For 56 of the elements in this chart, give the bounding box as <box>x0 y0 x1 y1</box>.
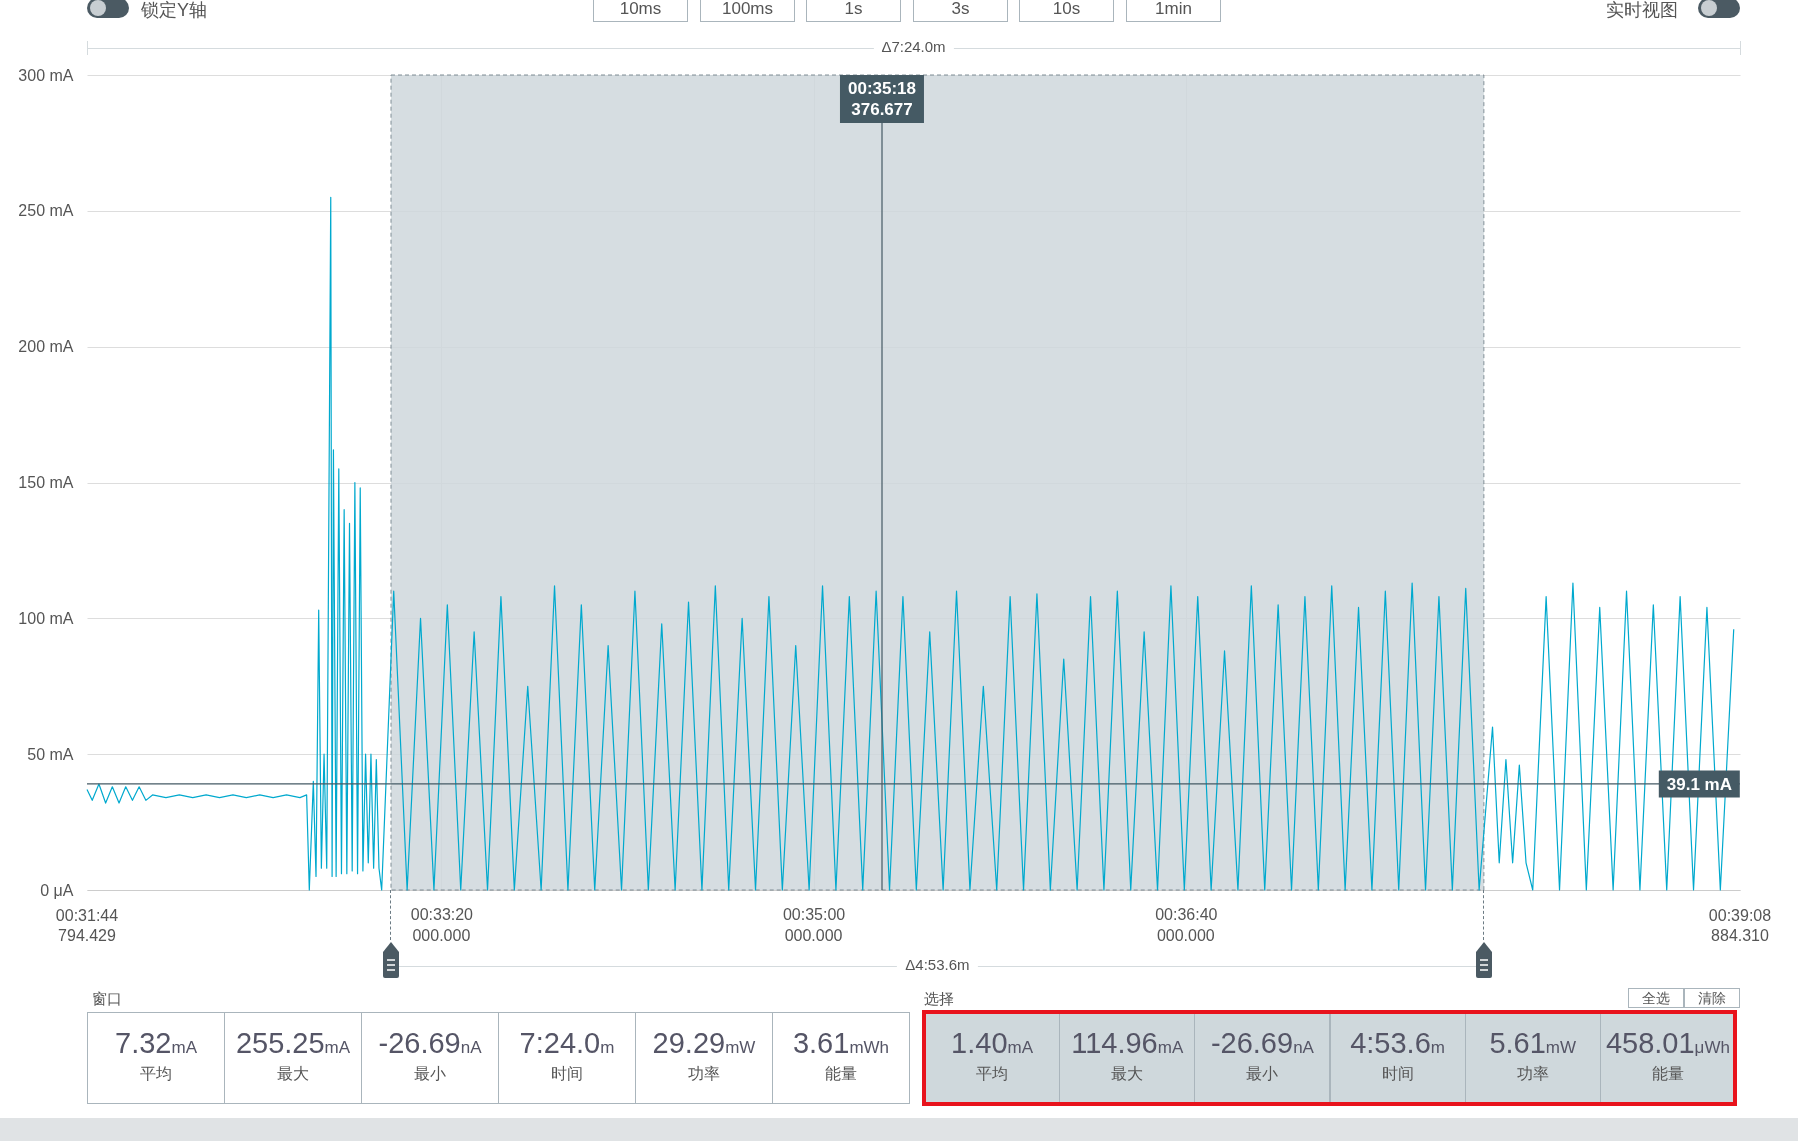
text: 114.96mA <box>1070 1027 1185 1060</box>
text: 00:39:08 884.310 <box>1708 906 1772 946</box>
x-tick-label: 00:33:20 <box>410 905 474 923</box>
text: 1min <box>1126 0 1221 22</box>
text: 选择 <box>924 990 954 1009</box>
text: 时间 <box>1380 1064 1415 1084</box>
text: 1s <box>806 0 901 22</box>
text: 5.61mW <box>1488 1027 1578 1060</box>
text: Δ4:53.6m <box>897 956 978 973</box>
text: 10s <box>1019 0 1114 22</box>
text: 458.01μWh <box>1604 1027 1731 1060</box>
text: 最大 <box>1110 1064 1145 1084</box>
text: 1.40mA <box>950 1027 1035 1060</box>
y-tick-label: 150 mA <box>18 474 74 491</box>
text: 时间 <box>550 1064 584 1084</box>
text: 功率 <box>687 1064 721 1084</box>
text: 4:53.6m <box>1349 1027 1446 1060</box>
y-tick-label: 250 mA <box>18 202 74 220</box>
y-tick-label: 0 μA <box>40 881 74 899</box>
text: 实时视图 <box>1606 0 1678 22</box>
y-tick-label: 50 mA <box>27 745 74 763</box>
text: 10ms <box>593 0 688 22</box>
text: 能量 <box>824 1064 858 1084</box>
text: 平均 <box>139 1064 173 1084</box>
y-tick-label: 300 mA <box>18 66 74 84</box>
y-tick-label: 200 mA <box>18 338 74 356</box>
text: 最大 <box>276 1064 310 1084</box>
text: 255.25mA <box>234 1027 352 1060</box>
text: Δ7:24.0m <box>873 38 954 55</box>
text: 7:24.0m <box>518 1027 616 1060</box>
text: 000.000 <box>784 926 843 946</box>
ref-line-label: 39.1 mA <box>1658 770 1740 798</box>
text: 锁定Y轴 <box>141 0 208 22</box>
text: 000.000 <box>1156 926 1215 946</box>
text: 7.32mA <box>114 1027 198 1060</box>
text: 100ms <box>700 0 795 22</box>
text: 最小 <box>1245 1064 1280 1084</box>
x-tick-label: 00:36:40 <box>1155 905 1218 923</box>
text: 3s <box>913 0 1008 22</box>
line-series <box>86 196 1735 891</box>
text: 功率 <box>1515 1064 1550 1084</box>
text: 000.000 <box>412 926 471 946</box>
text: 全选 <box>1628 988 1684 1008</box>
text: 最小 <box>413 1064 447 1084</box>
text: 00:31:44 794.429 <box>55 906 119 946</box>
text: 平均 <box>975 1064 1010 1084</box>
text: 能量 <box>1650 1064 1685 1084</box>
text: -26.69nA <box>1209 1027 1315 1060</box>
x-tick-label: 00:35:00 <box>782 905 846 923</box>
annotation: 00:35:18 376.677 <box>839 75 925 123</box>
y-tick-label: 100 mA <box>18 609 74 627</box>
text: 3.61mWh <box>791 1027 891 1060</box>
text: 29.29mW <box>651 1027 757 1060</box>
text: 窗口 <box>92 990 122 1009</box>
text: 清除 <box>1684 988 1740 1008</box>
text: -26.69nA <box>377 1027 483 1060</box>
